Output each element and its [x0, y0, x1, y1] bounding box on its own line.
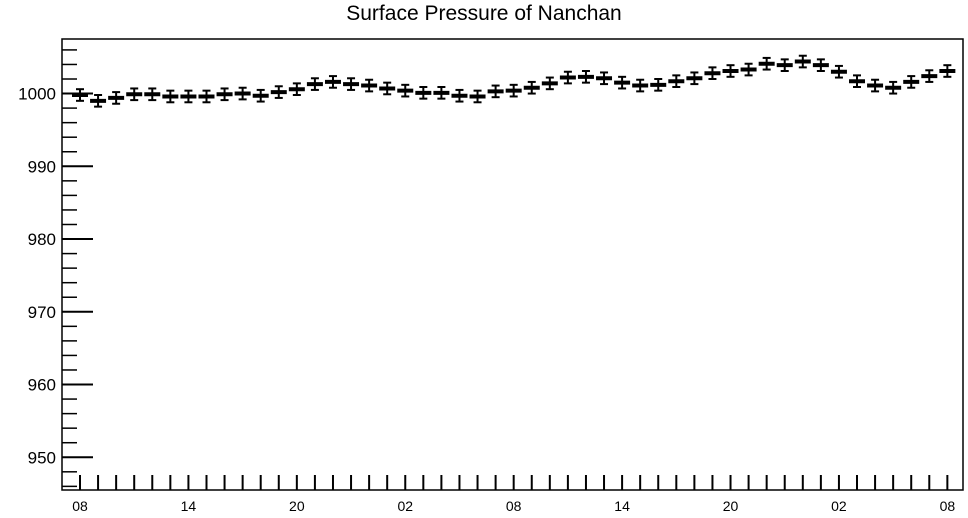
data-point — [505, 83, 522, 98]
x-tick-label: 20 — [723, 498, 739, 514]
data-point — [939, 64, 956, 78]
data-point — [577, 70, 594, 84]
data-point — [650, 78, 667, 92]
data-point — [324, 75, 341, 89]
data-point — [794, 54, 811, 69]
data-point — [885, 80, 902, 95]
x-tick-label: 02 — [831, 498, 847, 514]
data-point — [288, 82, 305, 97]
data-point — [361, 78, 378, 93]
x-tick-label: 14 — [181, 498, 197, 514]
data-point — [541, 76, 558, 91]
data-point — [144, 87, 161, 102]
data-point — [830, 64, 847, 79]
data-point — [126, 87, 143, 102]
x-tick-label: 08 — [940, 498, 956, 514]
data-point — [108, 91, 125, 105]
x-tick-label: 08 — [72, 498, 88, 514]
data-point — [306, 77, 323, 91]
data-point — [722, 64, 739, 78]
x-tick-label: 14 — [614, 498, 630, 514]
data-point — [776, 58, 793, 73]
data-point — [596, 71, 613, 86]
data-point — [162, 89, 179, 104]
data-point — [867, 78, 884, 93]
data-point — [849, 74, 866, 89]
data-point — [198, 89, 215, 104]
chart-title: Surface Pressure of Nanchan — [346, 2, 622, 25]
plot-frame — [61, 38, 964, 491]
data-point — [180, 89, 197, 104]
data-point — [397, 83, 414, 98]
data-point — [234, 86, 251, 101]
data-point — [469, 89, 486, 104]
data-point — [72, 88, 88, 102]
y-tick-label: 970 — [28, 303, 56, 322]
y-tick-label: 990 — [28, 157, 56, 176]
y-axis: 950 960 970 980 990 1000 — [18, 49, 93, 488]
data-point — [812, 58, 829, 73]
y-tick-label: 960 — [28, 376, 56, 395]
y-tick-label: 1000 — [18, 85, 56, 104]
data-point — [921, 69, 938, 83]
data-point — [216, 87, 233, 102]
data-markers — [72, 54, 956, 108]
data-point — [686, 71, 703, 86]
y-tick-label: 980 — [28, 230, 56, 249]
data-point — [451, 88, 468, 103]
data-point — [433, 86, 450, 100]
data-point — [614, 75, 631, 90]
y-tick-label: 950 — [28, 448, 56, 467]
data-point — [415, 86, 432, 100]
data-point — [559, 70, 576, 85]
x-axis: 08 14 20 02 08 14 20 02 08 — [72, 475, 955, 514]
data-point — [252, 88, 269, 103]
data-point — [487, 84, 504, 99]
data-point — [523, 80, 540, 95]
data-point — [343, 77, 360, 91]
data-point — [668, 74, 685, 89]
data-point — [270, 85, 287, 99]
x-tick-label: 20 — [289, 498, 305, 514]
data-point — [632, 78, 649, 93]
data-point — [704, 66, 721, 81]
x-tick-label: 02 — [397, 498, 413, 514]
data-point — [758, 56, 775, 71]
data-point — [903, 75, 920, 89]
data-point — [379, 81, 396, 96]
data-point — [90, 94, 107, 108]
x-tick-label: 08 — [506, 498, 522, 514]
data-point — [740, 62, 757, 77]
